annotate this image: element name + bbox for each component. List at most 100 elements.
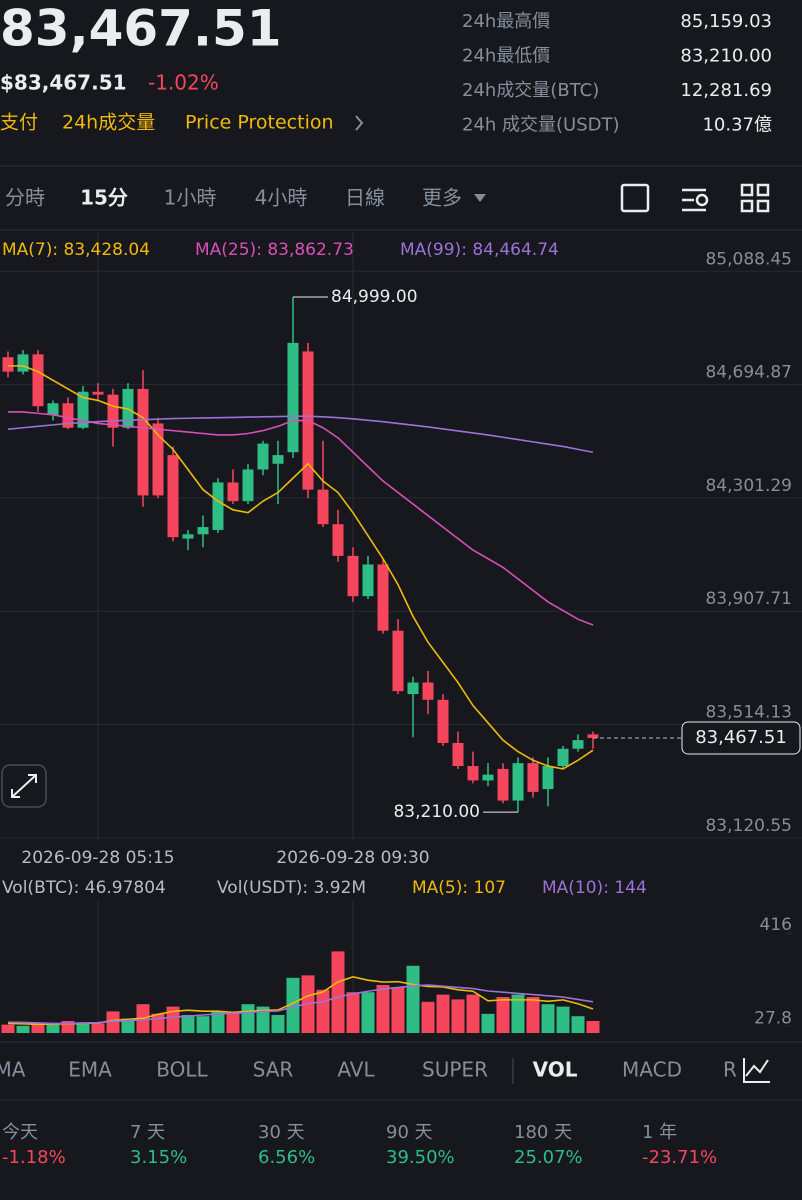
- volume-bar: [181, 1015, 195, 1033]
- price-chart: 85,088.45 84,694.87 84,301.29 83,907.71 83,5…: [0, 232, 802, 1033]
- indicator-tab[interactable]: AVL: [337, 1058, 375, 1082]
- link[interactable]: 支付: [0, 112, 38, 134]
- legend-entry: MA(99): 84,464.74: [400, 240, 559, 260]
- period-change: 6.56%: [258, 1147, 315, 1168]
- icon[interactable]: [620, 183, 650, 213]
- candle-body: [497, 768, 509, 801]
- candle-body: [137, 388, 149, 496]
- candle-body: [332, 524, 344, 556]
- volume-bar: [511, 994, 525, 1033]
- indicator-tab[interactable]: MA: [0, 1058, 26, 1082]
- period-change: 25.07%: [514, 1147, 583, 1168]
- y-tick-label: 83,120.55: [705, 816, 792, 836]
- period-change: 3.15%: [130, 1147, 187, 1168]
- stat-label: 24h 成交量(USDT): [462, 115, 620, 136]
- volume-bar: [406, 965, 420, 1033]
- indicator-tab[interactable]: VOL: [533, 1058, 578, 1082]
- candle-body: [2, 357, 14, 372]
- volume-bar: [586, 1021, 600, 1033]
- legend-entry: Vol(USDT): 3.92M: [217, 878, 366, 898]
- indicator-tab[interactable]: SAR: [253, 1058, 294, 1082]
- y-tick-label: 83,907.71: [705, 589, 792, 609]
- indicator-tab[interactable]: MACD: [622, 1058, 682, 1082]
- candle-body: [17, 354, 29, 372]
- candle-body: [77, 391, 89, 428]
- expand-button[interactable]: [1, 764, 47, 808]
- volume-bar: [31, 1023, 45, 1033]
- volume-bar: [451, 999, 465, 1033]
- candle-body: [152, 423, 164, 496]
- link[interactable]: Price Protection: [185, 112, 334, 134]
- candle-body: [377, 564, 389, 631]
- candle-body: [257, 443, 269, 470]
- indicator-tab[interactable]: EMA: [68, 1058, 112, 1082]
- volume-bar: [481, 1013, 495, 1033]
- timeframe-tab[interactable]: 15分: [80, 186, 128, 210]
- candle-body: [422, 682, 434, 700]
- period-change: 39.50%: [386, 1147, 455, 1168]
- stat-value: 85,159.03: [680, 11, 772, 32]
- timeframe-tab[interactable]: 更多: [422, 186, 462, 210]
- icon[interactable]: [740, 183, 754, 197]
- tabs: 分時 15分 1小時 4小時 日線 更多: [5, 186, 462, 210]
- icon: [756, 183, 770, 197]
- stat-value: 83,210.00: [680, 46, 772, 67]
- ma-line: [7, 984, 594, 1025]
- indicator-tab[interactable]: R: [723, 1058, 737, 1082]
- legend-entry: MA(7): 83,428.04: [2, 240, 150, 260]
- volume-bar: [151, 1013, 165, 1033]
- candle-body: [47, 403, 59, 415]
- ma-line: [8, 365, 594, 770]
- volume-bar: [271, 1015, 285, 1033]
- legend-entry: MA(5): 107: [412, 878, 506, 898]
- candle-body: [512, 763, 524, 801]
- change: -1.02%: [148, 71, 219, 95]
- y-tick-label: 416: [760, 915, 792, 935]
- candle-body: [32, 354, 44, 407]
- volume-bar: [421, 1001, 435, 1033]
- volume-bar: [1, 1024, 15, 1033]
- candle-body: [212, 482, 224, 530]
- stat-label: 24h最高價: [462, 11, 550, 32]
- indicator-tab[interactable]: BOLL: [156, 1058, 208, 1082]
- annotation: 84,999.00: [331, 287, 418, 307]
- period-label: 今天: [2, 1122, 38, 1143]
- candle-body: [107, 394, 119, 428]
- last-price-label: 83,467.51: [695, 727, 787, 748]
- indicator-tabs: MA EMA BOLL SAR AVL SUPER VOL MACD R: [0, 1058, 737, 1084]
- volume-bar: [241, 1004, 255, 1033]
- period-label: 180 天: [514, 1122, 572, 1143]
- timeframe-tab[interactable]: 4小時: [255, 186, 308, 210]
- volume-bar: [286, 977, 300, 1033]
- volume-bar: [436, 994, 450, 1033]
- timeframe-tab[interactable]: 日線: [345, 186, 385, 210]
- volume-bar: [211, 1011, 225, 1033]
- chart-settings-icon[interactable]: [743, 1058, 770, 1083]
- period-label: 90 天: [386, 1122, 433, 1143]
- legend-entry: MA(10): 144: [542, 878, 647, 898]
- candle-body: [62, 403, 74, 428]
- timeframe-tab[interactable]: 分時: [5, 186, 45, 210]
- indicator-tab[interactable]: SUPER: [422, 1058, 488, 1082]
- volume-bar: [541, 1004, 555, 1033]
- link[interactable]: 24h成交量: [62, 112, 155, 134]
- chevron: [355, 115, 364, 131]
- performance: 今天 -1.18% 7 天 3.15% 30 天 6.56% 90 天 39.50% 180 天…: [2, 1122, 717, 1168]
- volume-bar: [16, 1025, 30, 1033]
- icon: [756, 199, 770, 213]
- volume-bar: [346, 992, 360, 1033]
- period-change: -1.18%: [2, 1147, 66, 1168]
- candle-body: [347, 555, 359, 597]
- icon[interactable]: [682, 188, 706, 212]
- candle-body: [227, 482, 239, 502]
- volume-bar: [316, 989, 330, 1033]
- expand-icon: [11, 774, 37, 798]
- candle-body: [167, 455, 179, 538]
- stats: 24h最高價 85,159.03 24h最低價 83,210.00 24h成交量(BTC…: [462, 11, 772, 136]
- timeframe-tab[interactable]: 1小時: [164, 186, 217, 210]
- period-label: 30 天: [258, 1122, 305, 1143]
- volume-bar: [526, 997, 540, 1033]
- candle-body: [557, 748, 569, 767]
- volume-bar: [256, 1006, 270, 1033]
